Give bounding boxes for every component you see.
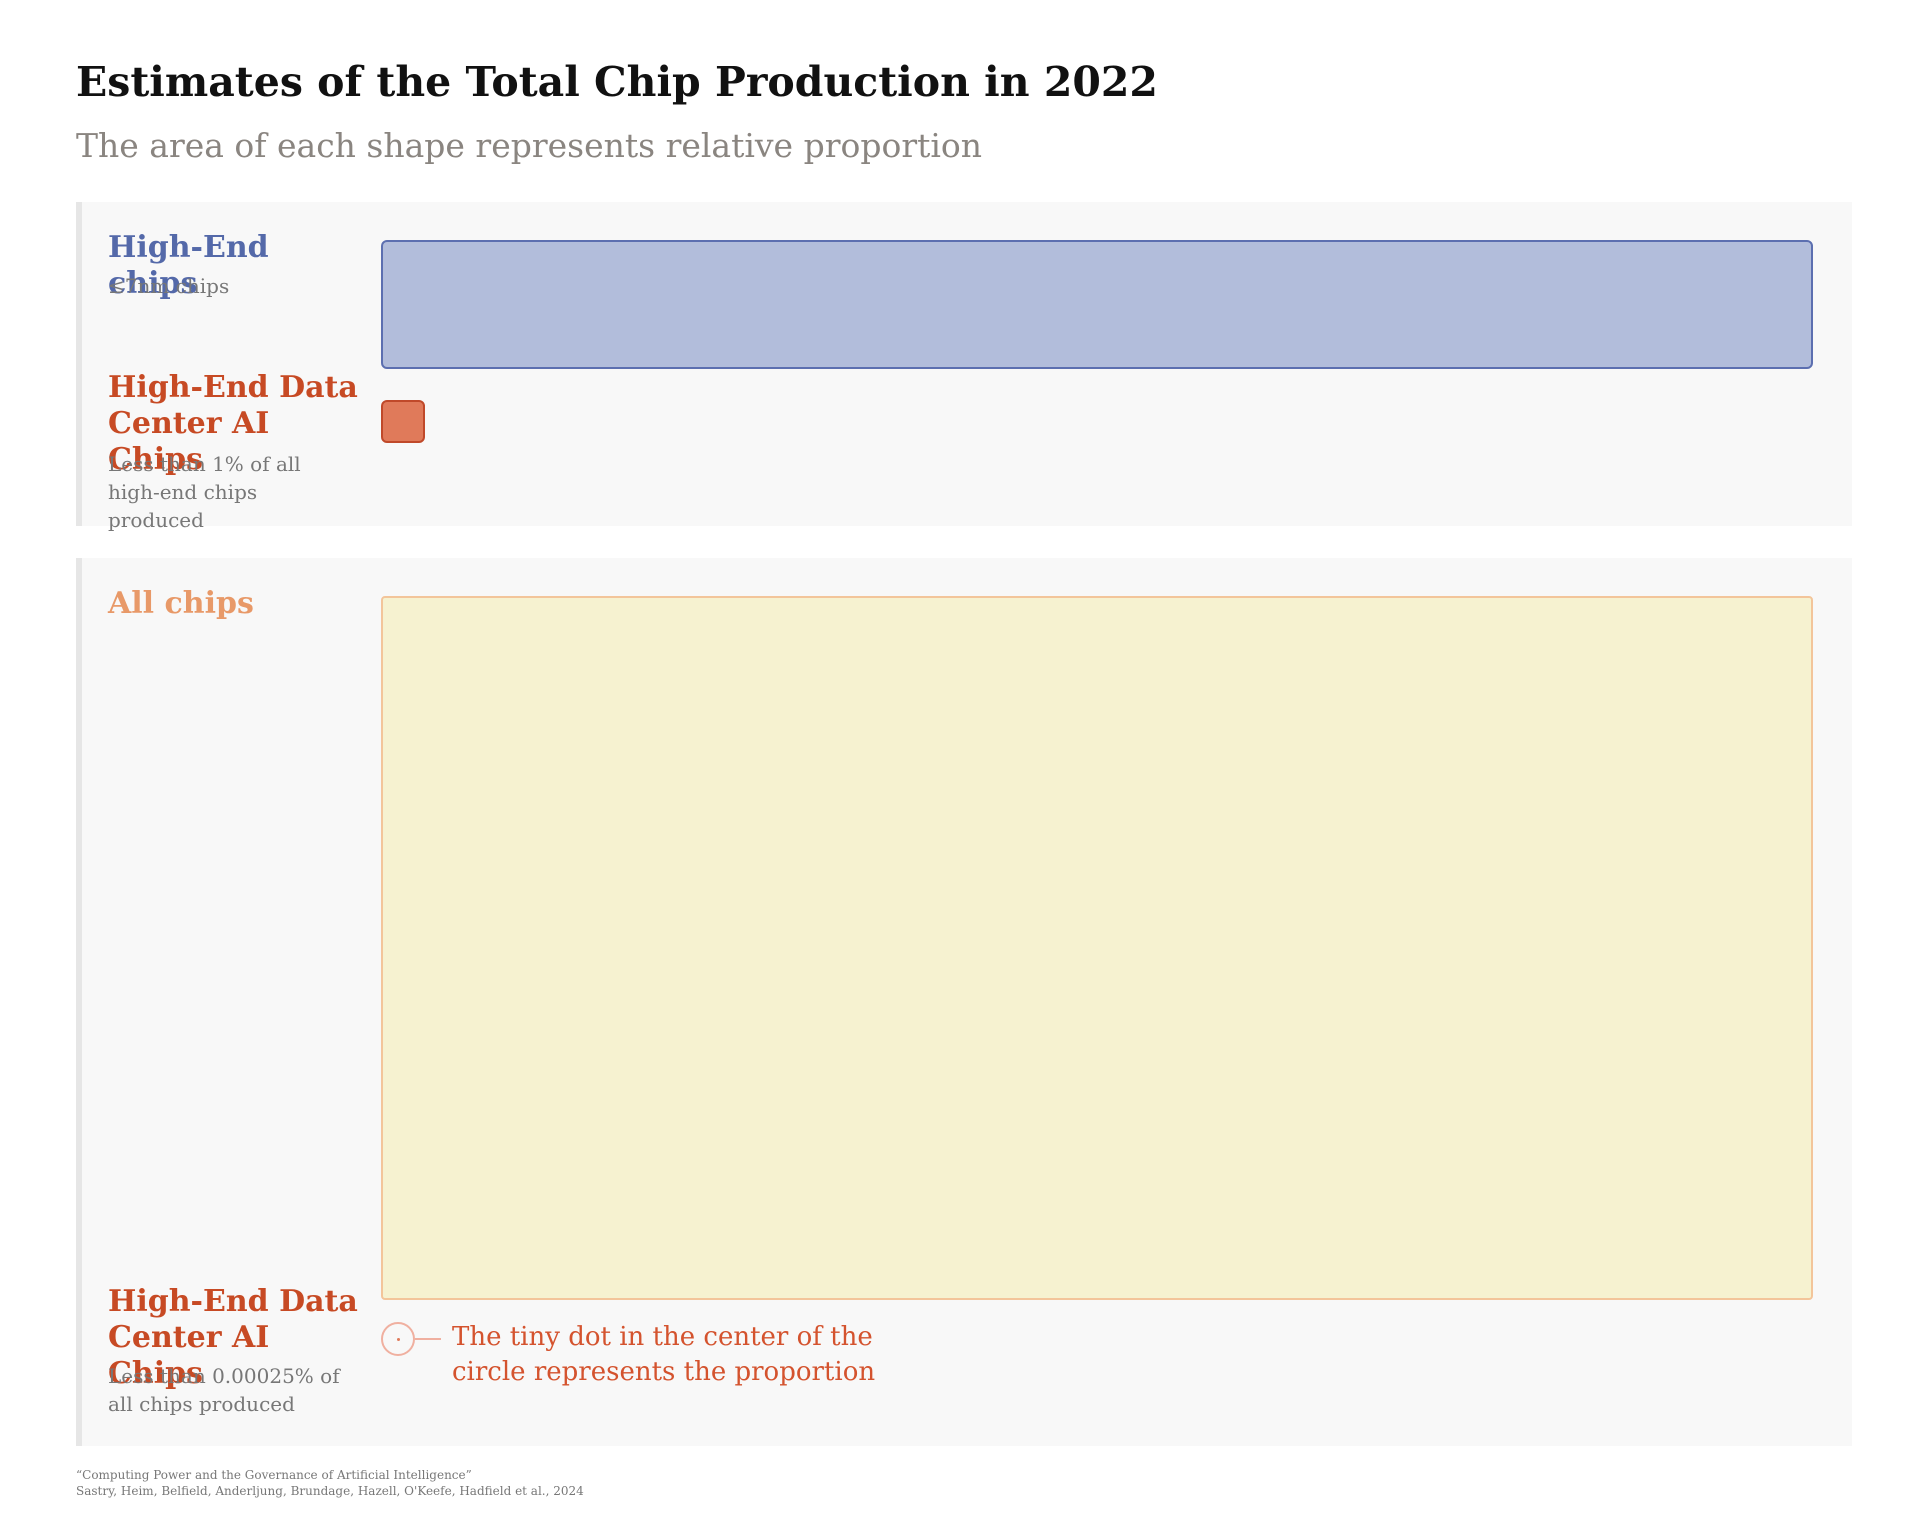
all-chips-label: All chips — [108, 586, 254, 621]
dc-ai-chips-label-bottom: High-End Data Center AI Chips — [108, 1284, 358, 1391]
high-end-chips-note: ≤7nm chips — [108, 274, 230, 298]
all-chips-rect — [381, 596, 1813, 1300]
high-end-chips-label: High-End chips — [108, 230, 269, 301]
dc-ai-chips-square — [381, 400, 425, 443]
proportion-circle — [381, 1322, 415, 1356]
source-title: “Computing Power and the Governance of A… — [76, 1468, 472, 1482]
chart-title: Estimates of the Total Chip Production i… — [76, 58, 1158, 106]
source-authors: Sastry, Heim, Belfield, Anderljung, Brun… — [76, 1484, 584, 1498]
dc-ai-chips-label-top: High-End Data Center AI Chips — [108, 370, 358, 477]
dot-annotation: The tiny dot in the center of the circle… — [452, 1322, 876, 1387]
dc-ai-chips-note-top: Less than 1% of all high-end chips produ… — [108, 452, 301, 532]
dc-ai-chips-note-bottom: Less than 0.00025% of all chips produced — [108, 1364, 340, 1416]
chart-subtitle: The area of each shape represents relati… — [76, 126, 983, 165]
proportion-dot — [397, 1338, 400, 1341]
annotation-leader-line — [415, 1338, 441, 1340]
high-end-chips-rect — [381, 240, 1813, 369]
